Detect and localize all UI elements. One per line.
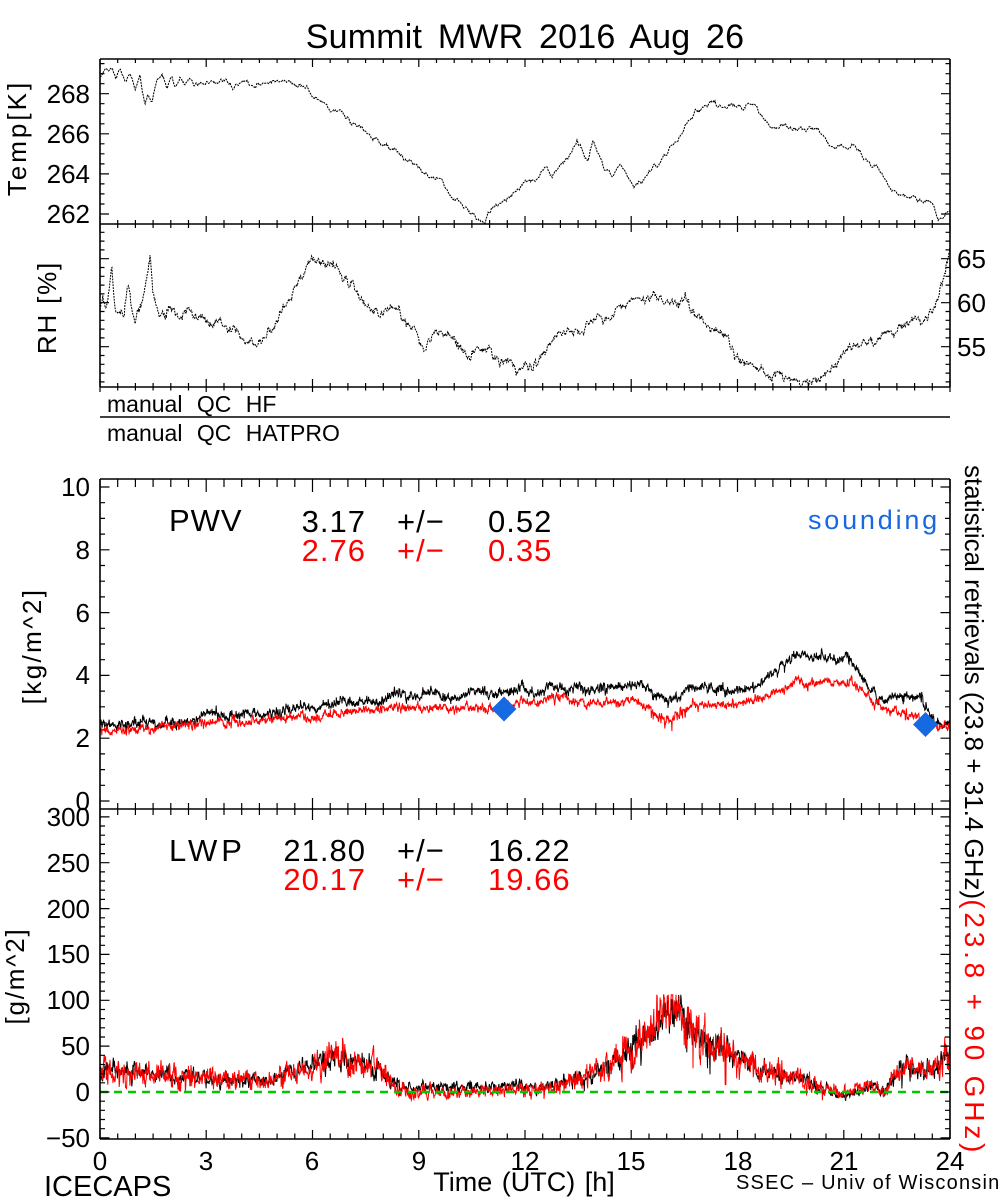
svg-text:Temp[K]: Temp[K] [2,80,32,196]
svg-text:6: 6 [305,1146,319,1176]
svg-text:Summit MWR 2016 Aug 26: Summit MWR 2016 Aug 26 [306,18,744,56]
svg-text:sounding: sounding [808,505,940,535]
svg-text:0: 0 [93,1146,107,1176]
svg-text:+/−: +/− [397,504,445,539]
svg-text:manual QC HATPRO: manual QC HATPRO [107,420,340,446]
svg-text:19.66: 19.66 [488,862,571,897]
svg-text:50: 50 [61,1031,90,1061]
svg-text:150: 150 [47,939,90,969]
svg-text:−50: −50 [46,1123,90,1153]
svg-text:12: 12 [511,1146,540,1176]
svg-text:15: 15 [617,1146,646,1176]
svg-text:2: 2 [76,723,90,753]
svg-text:268: 268 [47,79,90,109]
svg-text:+/−: +/− [397,833,445,868]
svg-text:[g/m^2]: [g/m^2] [0,927,30,1024]
svg-text:55: 55 [957,332,986,362]
svg-text:60: 60 [957,288,986,318]
svg-text:8: 8 [76,535,90,565]
svg-text:24: 24 [936,1146,965,1176]
svg-text:21: 21 [830,1146,859,1176]
svg-text:16.22: 16.22 [488,833,571,868]
svg-text:[kg/m^2]: [kg/m^2] [17,588,47,705]
svg-text:3: 3 [199,1146,213,1176]
svg-text:0: 0 [76,786,90,816]
svg-text:9: 9 [412,1146,426,1176]
svg-text:264: 264 [47,159,90,189]
svg-text:18: 18 [724,1146,753,1176]
svg-text:SSEC – Univ of Wisconsin: SSEC – Univ of Wisconsin [736,1172,1000,1194]
svg-text:250: 250 [47,848,90,878]
svg-text:2.76: 2.76 [302,533,366,568]
svg-text:6: 6 [76,598,90,628]
svg-text:LWP: LWP [169,833,246,868]
svg-text:262: 262 [47,199,90,229]
svg-text:4: 4 [76,660,90,690]
svg-text:+/−: +/− [397,862,445,897]
svg-text:20.17: 20.17 [283,862,366,897]
svg-text:0: 0 [76,1077,90,1107]
svg-text:200: 200 [47,894,90,924]
svg-text:ICECAPS: ICECAPS [44,1171,171,1200]
svg-text:300: 300 [47,802,90,832]
svg-text:10: 10 [61,472,90,502]
svg-text:RH [%]: RH [%] [32,261,62,354]
svg-text:manual QC HF: manual QC HF [107,391,276,417]
svg-text:3.17: 3.17 [302,504,366,539]
svg-text:0.52: 0.52 [488,504,552,539]
svg-text:PWV: PWV [169,503,243,538]
svg-text:65: 65 [957,244,986,274]
svg-text:Time (UTC) [h]: Time (UTC) [h] [433,1167,615,1197]
svg-text:+/−: +/− [397,533,445,568]
svg-text:statistical retrievals (23.8 +: statistical retrievals (23.8 + 31.4 GHz)… [959,465,990,1156]
svg-text:21.80: 21.80 [283,833,366,868]
svg-text:266: 266 [47,119,90,149]
svg-text:0.35: 0.35 [488,533,552,568]
svg-text:100: 100 [47,985,90,1015]
